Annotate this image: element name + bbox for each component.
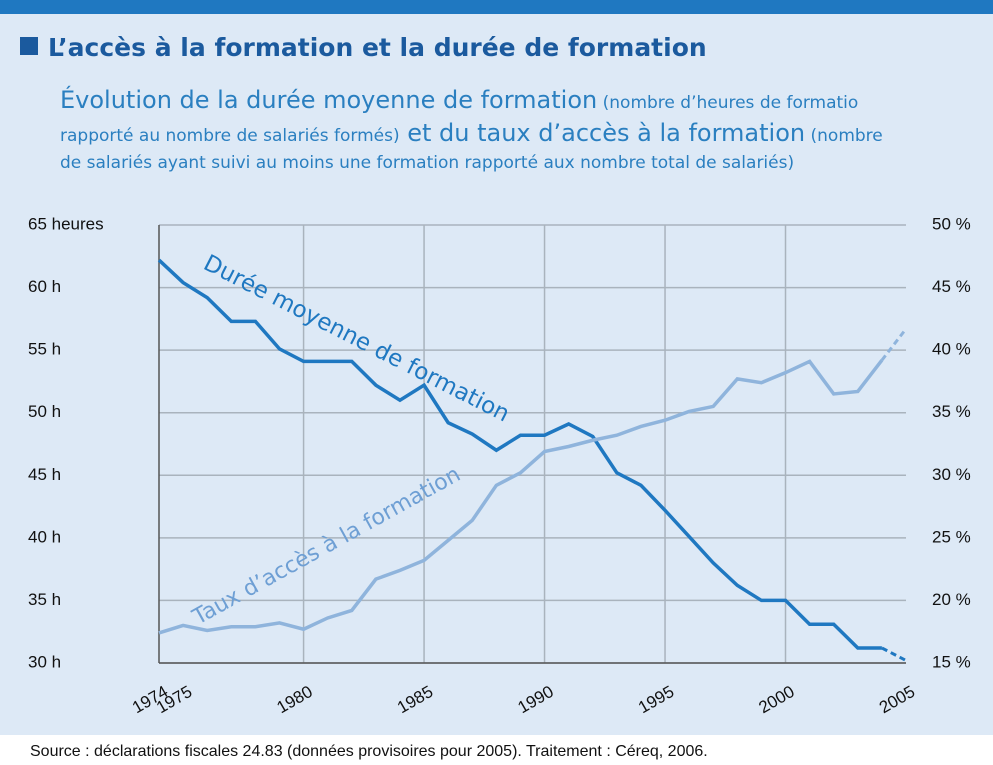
- y-tick-label: 60 h: [28, 277, 61, 296]
- series-line-dashed: [880, 327, 908, 362]
- background: [0, 0, 993, 735]
- y2-tick-label: 15 %: [932, 652, 971, 671]
- subtitle-part: et du taux d’accès à la formation: [400, 119, 806, 147]
- y2-tick-label: 30 %: [932, 465, 971, 484]
- y-tick-label: 30 h: [28, 652, 61, 671]
- series-line: [157, 258, 882, 650]
- chart-title: L’accès à la formation et la durée de fo…: [48, 33, 707, 62]
- subtitle-part: rapporté au nombre de salariés formés): [60, 126, 400, 146]
- y-tick-label: 35 h: [28, 590, 61, 609]
- top-bar: [0, 0, 993, 14]
- subtitle-part: (nombre d’heures de formatio: [597, 93, 858, 113]
- series-line: [158, 359, 884, 635]
- y2-tick-label: 40 %: [932, 340, 971, 359]
- y2-tick-label: 20 %: [932, 590, 971, 609]
- y-tick-label: 55 h: [28, 340, 61, 359]
- title-square: [20, 37, 38, 55]
- y2-tick-label: 50 %: [932, 214, 971, 233]
- source: Source : déclarations fiscales 24.83 (do…: [30, 743, 708, 760]
- y2-tick-label: 35 %: [932, 402, 971, 421]
- y2-tick-label: 25 %: [932, 527, 971, 546]
- subtitle: rapporté au nombre de salariés formés) e…: [60, 119, 883, 147]
- y-tick-label: 50 h: [28, 402, 61, 421]
- subtitle-part: (nombre: [805, 126, 883, 146]
- y-tick-label: 45 h: [28, 465, 61, 484]
- subtitle-part: Évolution de la durée moyenne de formati…: [60, 85, 597, 114]
- y2-tick-label: 45 %: [932, 277, 971, 296]
- subtitle: Évolution de la durée moyenne de formati…: [60, 85, 858, 114]
- y-tick-label: 40 h: [28, 527, 61, 546]
- y-tick-label: 65 heures: [28, 214, 104, 233]
- subtitle: de salariés ayant suivi au moins une for…: [60, 153, 794, 173]
- series-line-dashed: [881, 646, 907, 662]
